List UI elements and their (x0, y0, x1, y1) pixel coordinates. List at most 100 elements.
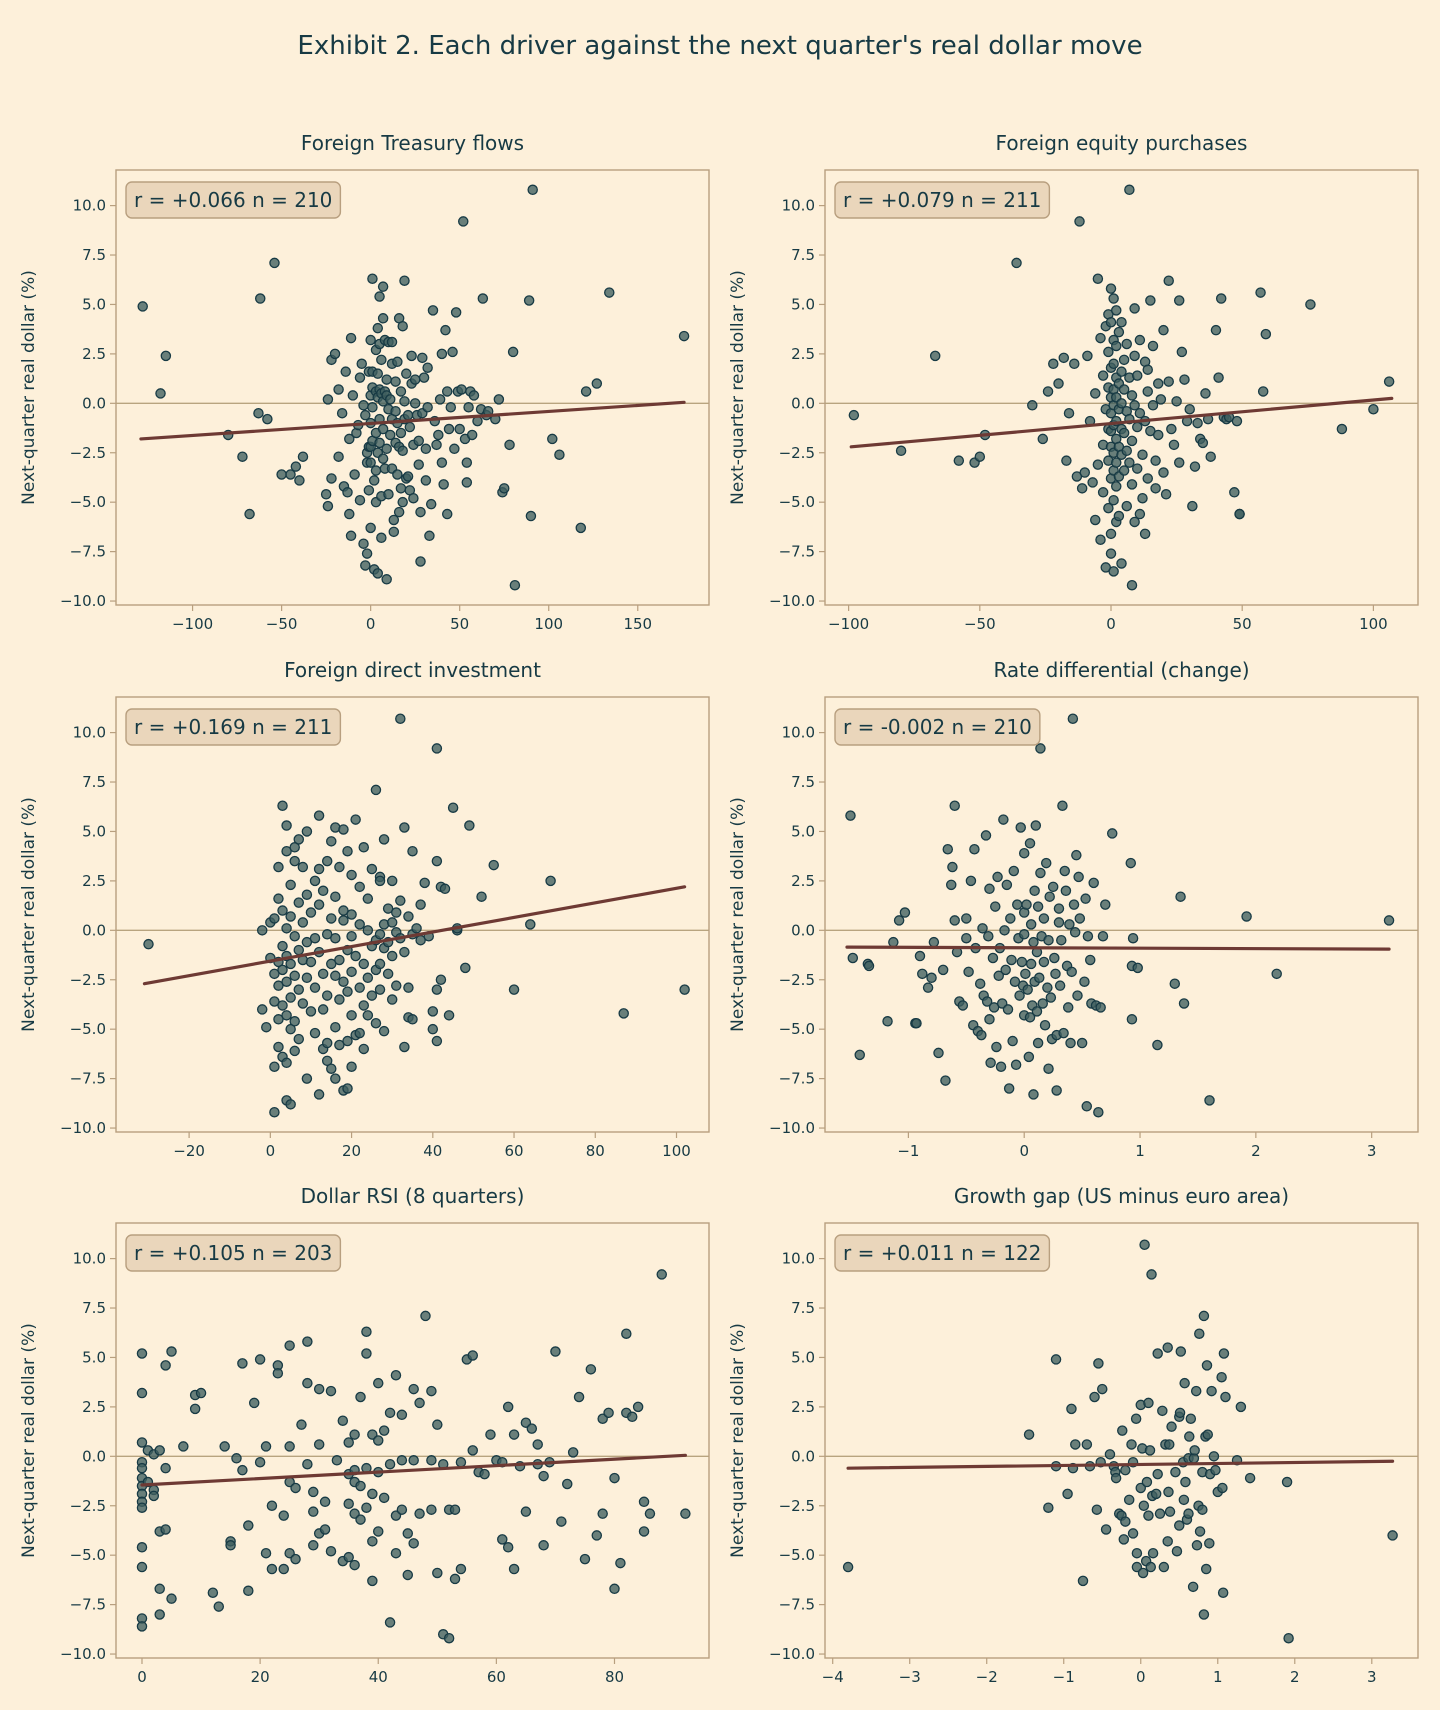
data-point (1000, 964, 1011, 976)
data-point (1191, 1540, 1203, 1551)
data-point (1137, 492, 1148, 504)
data-point (407, 845, 418, 857)
data-point (1152, 429, 1164, 441)
data-point (338, 976, 349, 987)
data-point (449, 1573, 461, 1585)
y-tick-label: −5.0 (779, 1546, 815, 1564)
data-point (313, 1383, 325, 1395)
data-point (350, 814, 361, 825)
data-point (269, 1061, 280, 1073)
data-point (863, 960, 875, 972)
y-tick-label: −7.5 (70, 1596, 106, 1614)
data-point (1229, 487, 1240, 498)
data-point (254, 293, 266, 304)
data-point (899, 907, 911, 918)
data-point (322, 500, 334, 512)
data-point (911, 1018, 922, 1029)
data-point (1185, 1413, 1197, 1425)
data-point (1175, 891, 1186, 902)
data-point (848, 409, 860, 421)
data-point (154, 1445, 165, 1456)
data-point (1081, 1439, 1093, 1450)
data-point (974, 978, 986, 989)
x-tick-label: 80 (605, 1668, 624, 1686)
data-point (509, 579, 521, 591)
data-point (213, 1601, 225, 1612)
data-point (243, 1520, 254, 1531)
data-point (408, 1455, 419, 1466)
data-point (1125, 857, 1137, 869)
data-point (1011, 257, 1022, 269)
data-point (1111, 457, 1122, 468)
data-point (334, 861, 345, 873)
data-point (358, 1000, 370, 1011)
y-tick-label: −5.0 (779, 1020, 815, 1038)
data-point (362, 1010, 374, 1021)
stats-text: r = +0.066 n = 210 (134, 188, 332, 212)
data-point (1007, 1035, 1018, 1047)
data-point (1084, 954, 1096, 966)
data-point (1097, 370, 1109, 381)
data-point (1178, 1494, 1190, 1506)
data-point (1110, 1472, 1122, 1484)
y-tick-label: −10.0 (60, 1645, 106, 1663)
data-point (160, 1360, 171, 1371)
data-point (1042, 386, 1054, 397)
x-tick-label: 0 (366, 615, 376, 633)
data-point (136, 1387, 148, 1399)
data-point (1063, 407, 1075, 419)
data-point (399, 396, 410, 407)
data-point (1127, 1528, 1139, 1539)
data-point (1141, 1476, 1153, 1488)
data-point (1213, 372, 1224, 383)
data-point (1152, 1039, 1163, 1051)
data-point (425, 498, 437, 510)
data-point (985, 1057, 996, 1069)
data-point (382, 903, 394, 914)
data-point (396, 1455, 408, 1466)
data-point (160, 350, 172, 362)
data-point (426, 1385, 437, 1397)
y-tick-label: −10.0 (60, 592, 106, 610)
data-point (1010, 1059, 1022, 1071)
data-point (679, 984, 690, 995)
data-point (1108, 293, 1119, 304)
data-point (1028, 1089, 1039, 1100)
data-point (1131, 1547, 1143, 1559)
data-point (1120, 1516, 1131, 1527)
data-point (1051, 1085, 1062, 1096)
chart-panel: Foreign Treasury flows Next-quarter real … (19, 131, 710, 633)
data-point (1121, 338, 1132, 350)
data-point (269, 257, 280, 269)
data-point (1215, 293, 1227, 304)
data-point (963, 966, 974, 978)
data-point (422, 362, 433, 373)
data-point (269, 996, 280, 1007)
data-point (422, 402, 433, 413)
data-point (330, 932, 341, 944)
data-point (893, 915, 905, 926)
data-point (947, 861, 958, 873)
y-tick-label: 5.0 (791, 295, 815, 313)
x-tick-label: 60 (504, 1142, 523, 1160)
data-point (431, 984, 443, 995)
data-point (847, 952, 859, 964)
data-point (313, 863, 325, 875)
y-tick-label: −2.5 (779, 444, 815, 462)
data-point (618, 1008, 629, 1019)
data-point (984, 1014, 995, 1025)
data-point (281, 1010, 292, 1021)
data-point (413, 435, 424, 447)
data-point (977, 923, 988, 934)
data-point (374, 984, 386, 995)
data-point (1037, 433, 1049, 445)
data-point (284, 1340, 295, 1351)
data-point (1054, 980, 1066, 991)
data-point (166, 1346, 177, 1357)
data-point (1200, 388, 1211, 399)
data-point (1015, 822, 1026, 833)
data-point (426, 1455, 437, 1466)
data-point (441, 508, 453, 520)
data-point (1095, 534, 1106, 546)
x-tick-label: 100 (1359, 615, 1388, 633)
